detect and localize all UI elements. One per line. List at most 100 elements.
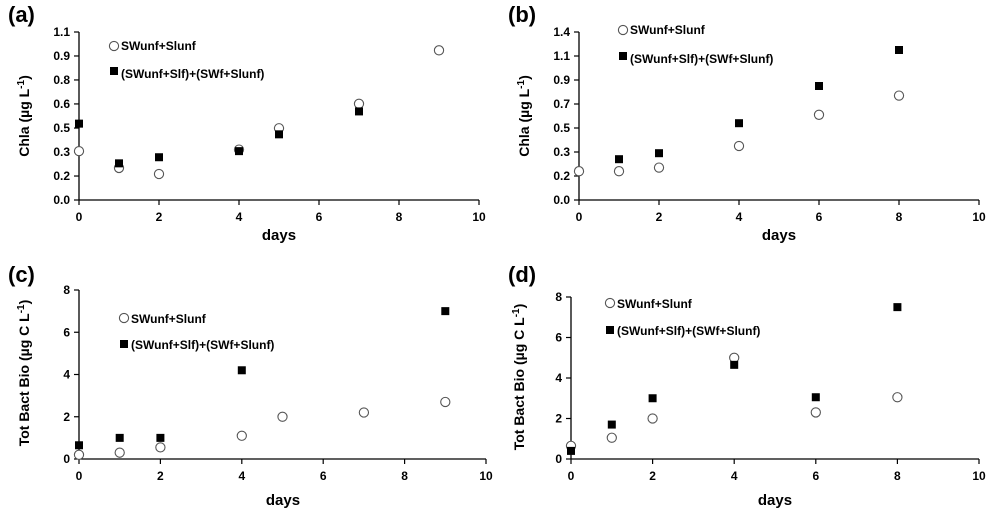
y-tick-label: 0 — [555, 452, 562, 466]
y-tick-label: 0.5 — [53, 121, 70, 135]
data-point-circle — [606, 432, 617, 443]
legend-marker-circle — [108, 40, 120, 52]
data-point-circle — [893, 90, 905, 101]
data-point-square — [155, 153, 163, 162]
y-tick-label: 0.2 — [553, 169, 570, 183]
panel-label: (a) — [8, 2, 35, 27]
x-tick-label: 4 — [731, 469, 738, 483]
y-tick-label: 4 — [555, 371, 562, 385]
data-point-square — [735, 119, 743, 128]
data-point-circle — [733, 140, 745, 152]
data-point-circle — [236, 430, 247, 441]
legend-label: (SWunf+Slf)+(SWf+Slunf) — [131, 338, 274, 352]
y-tick-label: 6 — [555, 331, 562, 345]
y-tick-label: 0.8 — [53, 73, 70, 87]
x-tick-label: 10 — [972, 210, 986, 224]
legend-label: SWunf+Slunf — [630, 23, 706, 37]
y-tick-label: 2 — [63, 410, 70, 424]
legend-marker-square — [606, 326, 614, 334]
legend-marker-circle — [604, 297, 616, 309]
y-tick-label: 8 — [555, 290, 562, 304]
data-point-circle — [155, 442, 166, 453]
series-filled-squares — [615, 46, 903, 164]
y-tick-label: 0.0 — [53, 193, 70, 207]
legend-marker-circle — [617, 24, 629, 36]
panel-label: (d) — [508, 262, 536, 287]
data-point-square — [115, 433, 124, 442]
data-point-circle — [647, 413, 658, 424]
y-tick-label: 1.4 — [553, 25, 570, 39]
x-tick-label: 4 — [238, 469, 245, 483]
data-point-square — [615, 155, 623, 164]
data-point-square — [156, 433, 165, 442]
data-point-circle — [353, 98, 365, 109]
data-point-square — [115, 159, 123, 168]
x-tick-label: 8 — [894, 469, 901, 483]
y-tick-label: 1.1 — [53, 25, 70, 39]
y-tick-label: 0.7 — [553, 97, 570, 111]
x-tick-label: 0 — [576, 210, 583, 224]
chart-panel-1: (a) 0 2 4 6 8 10 0.0 0.2 0.3 0.5 0.6 0.8 0.9 1.1 days Ch… — [8, 2, 486, 244]
x-axis-label: days — [266, 492, 300, 509]
y-axis-label: Tot Bact Bio (µg C L-1) — [16, 300, 32, 447]
data-point-circle — [613, 166, 625, 177]
data-point-square — [237, 366, 246, 375]
chart-panel-4: (d) 0 2 4 6 8 10 0 2 4 6 8 days Tot Bact Bio (µg C L-… — [508, 262, 986, 509]
y-tick-label: 8 — [63, 283, 70, 297]
data-point-circle — [73, 145, 85, 157]
x-tick-label: 2 — [156, 210, 163, 224]
data-point-square — [355, 107, 363, 116]
legend-label: (SWunf+Slf)+(SWf+Slunf) — [617, 324, 760, 338]
y-tick-label: 6 — [63, 325, 70, 339]
legend-marker-circle — [118, 312, 130, 324]
data-point-circle — [892, 392, 903, 403]
legend-label: SWunf+Slunf — [121, 39, 197, 53]
series-open-circles — [573, 90, 905, 177]
data-point-square — [567, 446, 575, 455]
data-point-square — [75, 441, 83, 450]
data-point-circle — [810, 407, 821, 418]
y-axis-label: Chla (µg L-1) — [516, 75, 532, 157]
chart-panel-2: (b) 0 2 4 6 8 10 0.0 0.2 0.3 0.5 0.7 0.9 1.1 1.4 days Ch… — [508, 2, 986, 244]
x-tick-label: 2 — [157, 469, 164, 483]
y-tick-label: 1.1 — [553, 49, 570, 63]
x-tick-label: 10 — [479, 469, 493, 483]
x-tick-label: 2 — [649, 469, 656, 483]
y-tick-label: 0.0 — [553, 193, 570, 207]
legend-marker-square — [619, 52, 627, 60]
data-point-circle — [573, 166, 585, 177]
y-axis-label: Chla (µg L-1) — [16, 75, 32, 157]
x-tick-label: 8 — [396, 210, 403, 224]
legend-label: SWunf+Slunf — [131, 312, 207, 326]
data-point-square — [75, 119, 83, 128]
panel-label: (c) — [8, 262, 35, 287]
data-point-square — [648, 394, 657, 403]
x-tick-label: 0 — [76, 469, 83, 483]
data-point-square — [441, 307, 450, 316]
data-point-circle — [153, 168, 165, 180]
data-point-square — [607, 420, 616, 429]
data-point-square — [275, 130, 283, 139]
y-tick-label: 0.9 — [53, 49, 70, 63]
x-axis-label: days — [758, 492, 792, 509]
legend-label: (SWunf+Slf)+(SWf+Slunf) — [121, 67, 264, 81]
data-point-circle — [73, 449, 85, 460]
x-tick-label: 6 — [320, 469, 327, 483]
y-tick-label: 2 — [555, 412, 562, 426]
data-point-circle — [440, 396, 451, 408]
x-tick-label: 8 — [401, 469, 408, 483]
data-point-square — [895, 46, 903, 54]
data-point-circle — [813, 109, 825, 120]
series-filled-squares — [567, 303, 902, 455]
y-axis-label: Tot Bact Bio (µg C L-1) — [511, 304, 527, 451]
x-tick-label: 10 — [972, 469, 986, 483]
panel-label: (b) — [508, 2, 536, 27]
y-tick-label: 0 — [63, 452, 70, 466]
data-point-square — [893, 303, 902, 312]
y-tick-label: 0.5 — [553, 121, 570, 135]
series-filled-squares — [75, 307, 450, 450]
legend-marker-square — [120, 340, 128, 348]
data-point-square — [730, 360, 739, 369]
x-tick-label: 4 — [236, 210, 243, 224]
x-tick-label: 10 — [472, 210, 486, 224]
